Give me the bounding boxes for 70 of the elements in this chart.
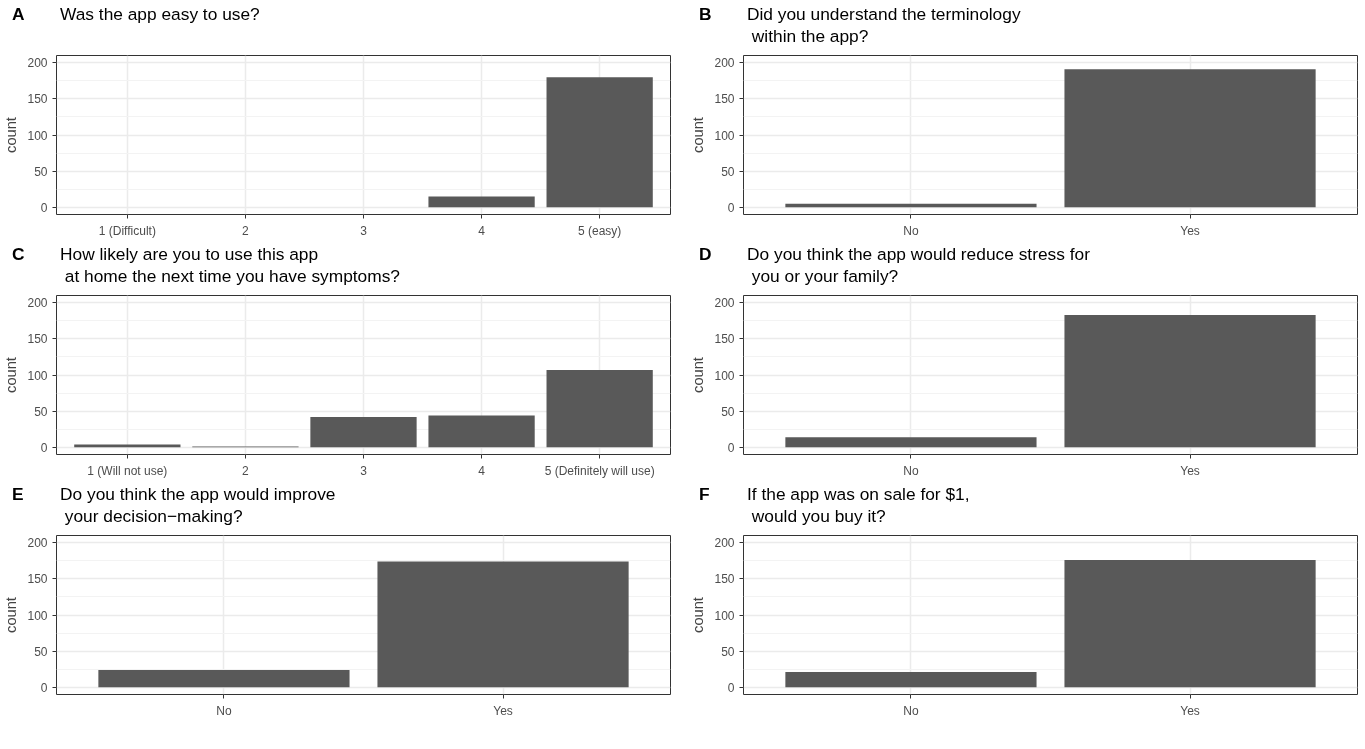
y-tick-label: 0 (727, 440, 735, 455)
y-tick-label: 150 (27, 332, 48, 347)
x-tick-label: Yes (493, 703, 513, 718)
y-tick-label: 150 (714, 332, 735, 347)
y-tick-label: 0 (40, 440, 48, 455)
x-tick-label: 4 (478, 223, 486, 238)
x-tick-label: 2 (242, 223, 250, 238)
y-tick-label: 200 (27, 536, 48, 551)
y-tick-label: 50 (34, 404, 48, 419)
y-axis-title: count (3, 597, 20, 633)
y-tick-label: 150 (27, 572, 48, 587)
y-tick-label: 200 (27, 56, 48, 71)
bar (546, 369, 653, 448)
y-tick-label: 200 (714, 296, 735, 311)
y-axis-title: count (690, 597, 707, 633)
text: A (12, 4, 26, 26)
bar (74, 444, 181, 448)
y-tick-label: 150 (27, 92, 48, 107)
text: B (699, 4, 713, 26)
chart-title: Do you think the app would improve your decision−making? (60, 484, 336, 526)
y-tick-label: 100 (27, 128, 48, 143)
y-tick-label: 200 (714, 56, 735, 71)
y-axis-title: count (3, 117, 20, 153)
y-tick-label: 0 (40, 200, 48, 215)
x-tick-label: No (216, 703, 232, 718)
y-axis-title: count (690, 357, 707, 393)
x-tick-label: 2 (242, 463, 250, 478)
chart-title: How likely are you to use this app at home the next time you have symptoms? (60, 244, 400, 286)
chart-title: Do you think the app would reduce stress for you or your family? (747, 244, 1090, 286)
x-tick-label: 1 (Difficult) (98, 223, 156, 238)
x-tick-label: Yes (1180, 703, 1200, 718)
x-tick-label: No (903, 463, 919, 478)
x-tick-label: 5 (easy) (577, 223, 622, 238)
x-tick-label: Yes (1180, 223, 1200, 238)
y-tick-label: 0 (727, 200, 735, 215)
y-axis-title: count (690, 117, 707, 153)
y-tick-label: 50 (34, 164, 48, 179)
y-tick-label: 50 (721, 644, 735, 659)
y-tick-label: 0 (727, 680, 735, 695)
y-tick-label: 100 (714, 128, 735, 143)
chart-title: Was the app easy to use? (60, 4, 260, 24)
chart-title: Did you understand the terminology within the app? (747, 4, 1021, 46)
y-tick-label: 100 (27, 368, 48, 383)
y-tick-label: 50 (721, 404, 735, 419)
x-tick-label: 1 (Will not use) (87, 463, 168, 478)
text: D (699, 244, 713, 266)
bar (310, 416, 417, 448)
y-axis-title: count (3, 357, 20, 393)
x-tick-label: Yes (1180, 463, 1200, 478)
x-tick-label: 3 (360, 463, 368, 478)
y-tick-label: 100 (714, 368, 735, 383)
y-tick-label: 50 (34, 644, 48, 659)
text: C (12, 244, 26, 266)
text: F (699, 484, 711, 506)
x-tick-label: 5 (Definitely will use) (544, 463, 655, 478)
y-tick-label: 150 (714, 572, 735, 587)
x-tick-label: 4 (478, 463, 486, 478)
y-tick-label: 100 (27, 608, 48, 623)
x-tick-label: No (903, 223, 919, 238)
y-tick-label: 200 (27, 296, 48, 311)
y-tick-label: 0 (40, 680, 48, 695)
chart-title: If the app was on sale for $1, would you buy it? (747, 484, 970, 526)
y-tick-label: 200 (714, 536, 735, 551)
y-tick-label: 100 (714, 608, 735, 623)
bar (428, 415, 535, 448)
y-tick-label: 150 (714, 92, 735, 107)
x-tick-label: No (903, 703, 919, 718)
x-tick-label: 3 (360, 223, 368, 238)
text: E (12, 484, 25, 506)
y-tick-label: 50 (721, 164, 735, 179)
